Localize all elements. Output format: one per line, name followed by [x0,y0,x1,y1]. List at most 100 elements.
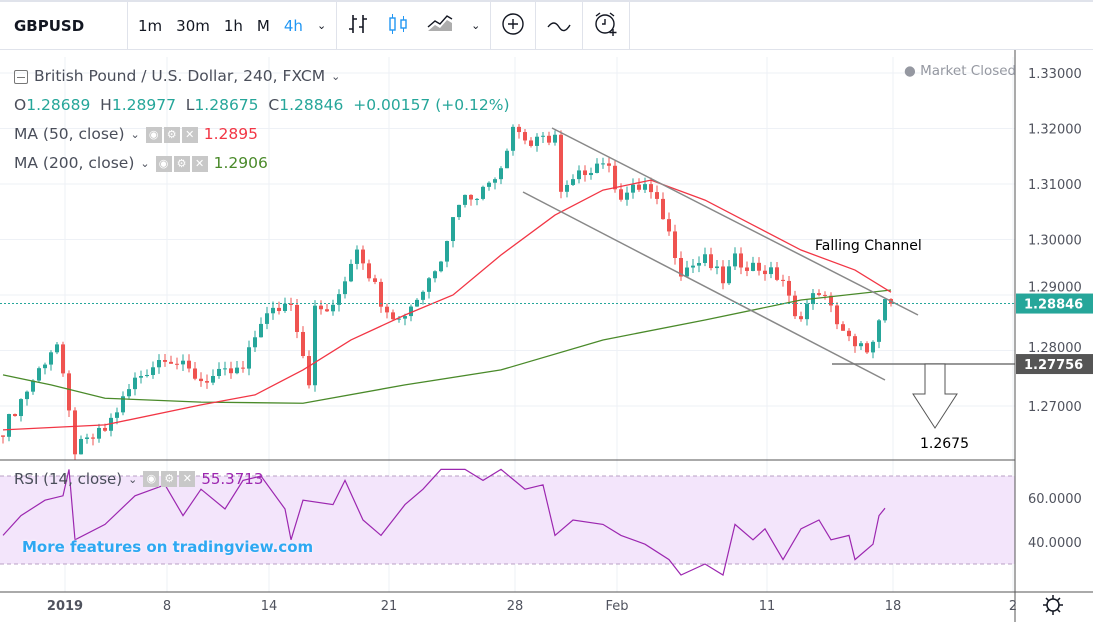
interval-1h[interactable]: 1h [223,16,243,35]
candle [847,330,851,337]
series-title[interactable]: British Pound / U.S. Dollar, 240, FXCM [34,67,326,85]
candle [523,132,527,141]
candle [877,320,881,342]
candle [793,295,797,317]
interval-30m[interactable]: 30m [176,16,210,35]
close-label: C [268,96,280,114]
area-style-icon[interactable] [427,13,453,39]
rsi-tick-label: 40.0000 [1028,536,1082,551]
candle [739,253,743,268]
add-indicator-button[interactable] [491,1,537,50]
eye-icon[interactable]: ◉ [145,126,162,143]
settings-gear-icon[interactable] [1043,595,1063,615]
time-tick-label: 18 [885,599,902,614]
channel-lower-line[interactable] [522,191,886,381]
chevron-down-icon[interactable]: ⌄ [140,157,150,170]
candle [469,194,473,200]
rsi-label[interactable]: RSI (14, close) [14,470,123,488]
close-icon[interactable]: ✕ [179,471,196,487]
alert-button[interactable] [583,1,631,50]
candle [211,376,215,383]
candles-style-icon[interactable] [387,13,409,39]
candle [493,179,497,183]
candle [457,204,461,218]
interval-4h[interactable]: 4h [283,16,303,35]
candle [667,219,671,232]
ma200-label[interactable]: MA (200, close) [14,154,135,172]
price-tick-label: 1.28000 [1028,341,1082,356]
high-value: 1.28977 [111,96,176,114]
candle [151,367,155,375]
gear-icon[interactable]: ⚙ [163,126,180,143]
candle [55,344,59,353]
eye-icon[interactable]: ◉ [155,155,172,172]
candle [829,295,833,306]
candle [727,266,731,284]
market-status-text: Market Closed [920,63,1017,79]
candles [1,124,893,460]
candle [709,254,713,269]
candle [643,184,647,190]
bars-style-icon[interactable] [347,13,369,39]
candle [835,305,839,325]
candle [625,192,629,200]
candle [691,265,695,268]
time-tick-label: 21 [381,599,398,614]
candle [121,396,125,413]
chevron-down-icon[interactable]: ⌄ [331,70,341,83]
price-tick-label: 1.33000 [1028,67,1082,82]
candle [313,305,317,386]
interval-1m[interactable]: 1m [138,16,163,35]
tradingview-watermark-link[interactable]: More features on tradingview.com [22,538,314,556]
gear-icon[interactable]: ⚙ [173,155,190,172]
open-label: O [14,96,27,114]
candle [25,391,29,400]
collapse-icon[interactable] [14,69,28,84]
candle [421,291,425,300]
close-value: 1.28846 [279,96,344,114]
time-tick-label: 2 [1009,599,1017,614]
candle [673,231,677,258]
gear-icon[interactable]: ⚙ [161,471,178,487]
channel-upper-line[interactable] [551,127,919,316]
ma50-label[interactable]: MA (50, close) [14,125,125,143]
candle [595,163,599,173]
price-tick-label: 1.31000 [1028,178,1082,193]
compare-button[interactable] [536,1,584,50]
alarm-clock-plus-icon [593,11,619,41]
candle [277,307,281,311]
candle [721,266,725,284]
candle [49,352,53,365]
candle [805,304,809,320]
candle [433,271,437,279]
candle [79,438,83,455]
candle [307,356,311,386]
plus-circle-icon [501,12,525,40]
candle [343,281,347,295]
candle [229,368,233,374]
change-value: +0.00157 (+0.12%) [353,96,510,114]
candle [259,323,263,338]
symbol-button[interactable]: GBPUSD [0,1,128,50]
candle [367,263,371,279]
candle [571,179,575,185]
candle [145,374,149,377]
chevron-down-icon[interactable]: ⌄ [471,19,481,32]
candle [487,182,491,187]
open-value: 1.28689 [26,96,91,114]
interval-month[interactable]: M [256,16,270,35]
candle [97,427,101,439]
close-icon[interactable]: ✕ [181,126,198,143]
candle [853,336,857,347]
chevron-down-icon[interactable]: ⌄ [130,128,140,141]
chevron-down-icon[interactable]: ⌄ [316,19,327,32]
close-icon[interactable]: ✕ [191,155,208,172]
candle [187,360,191,369]
chevron-down-icon[interactable]: ⌄ [128,472,138,486]
price-tick-label: 1.29000 [1028,281,1082,296]
candle [361,249,365,264]
eye-icon[interactable]: ◉ [143,471,160,487]
low-value: 1.28675 [194,96,259,114]
last-price-value: 1.28846 [1024,298,1083,313]
